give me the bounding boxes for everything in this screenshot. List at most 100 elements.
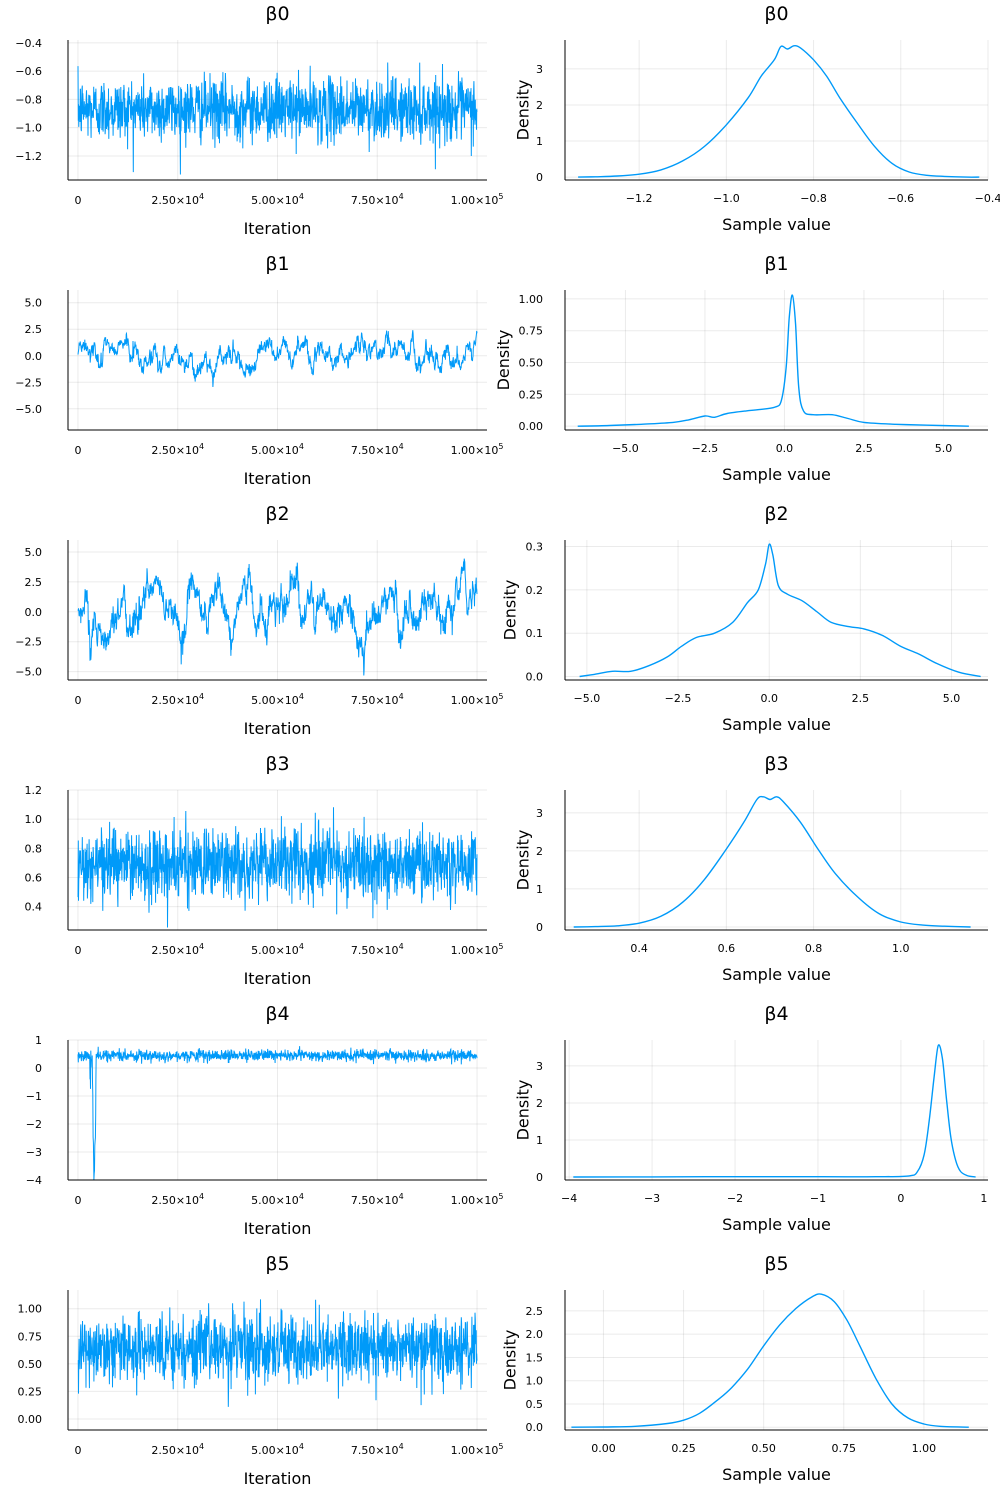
trace-ytick-label: 1.2 (25, 784, 43, 797)
trace-ytick-label: 0.50 (18, 1358, 43, 1371)
trace-ytick-label: −4 (26, 1174, 42, 1187)
trace-xtick-label: 2.50×104 (151, 1192, 204, 1207)
trace-title: β0 (265, 3, 289, 25)
trace-xtick-label: 5.00×104 (251, 1192, 304, 1207)
density-curve (577, 294, 969, 427)
density-ytick-label: 1.0 (526, 1375, 544, 1388)
trace-ytick-label: 2.5 (25, 576, 43, 589)
density-title: β1 (764, 253, 788, 275)
density-ytick-label: 0.3 (526, 541, 544, 554)
density-ytick-label: 2 (536, 1097, 543, 1110)
density-ytick-label: 0.2 (526, 584, 544, 597)
density-ytick-label: 2.5 (526, 1305, 544, 1318)
density-xtick-label: 1 (980, 1192, 987, 1205)
density-ytick-label: 0 (536, 921, 543, 934)
trace-xtick-label: 2.50×104 (151, 442, 204, 457)
density-ytick-label: 2 (536, 845, 543, 858)
density-panel-4: β4 −4 −3 −2 −1 0 1 0 1 2 3 Sample value Density (514, 1003, 988, 1234)
trace-ytick-label: 1.0 (25, 813, 43, 826)
trace-ytick-label: 0.75 (18, 1330, 43, 1343)
density-ytick-label: 3 (536, 807, 543, 820)
trace-ytick-label: −5.0 (15, 403, 42, 416)
density-ytick-label: 1.5 (526, 1351, 544, 1364)
density-xtick-label: 5.0 (943, 692, 961, 705)
trace-ytick-label: 0.6 (25, 872, 43, 885)
trace-panel-0: β0 0 2.50×104 5.00×104 7.50×104 1.00×105 −1.2 −… (15, 3, 503, 238)
density-ytick-label: 0.25 (519, 388, 544, 401)
density-xtick-label: 2.5 (852, 692, 870, 705)
density-xlabel: Sample value (722, 215, 831, 234)
density-xtick-label: 1.0 (892, 942, 910, 955)
density-title: β4 (764, 1003, 788, 1025)
density-xlabel: Sample value (722, 465, 831, 484)
density-ytick-label: 0.0 (526, 671, 544, 684)
density-curve (573, 795, 971, 928)
trace-ytick-label: −0.6 (15, 65, 42, 78)
trace-ytick-label: 0.0 (25, 350, 43, 363)
trace-xtick-label: 1.00×105 (451, 442, 504, 457)
density-ytick-label: 0 (536, 1171, 543, 1184)
density-panel-3: β3 0.4 0.6 0.8 1.0 0 1 2 3 Sample value Density (514, 753, 988, 984)
density-ytick-label: 0.5 (526, 1398, 544, 1411)
trace-xtick-label: 7.50×104 (351, 692, 404, 707)
density-xtick-label: 2.5 (855, 442, 873, 455)
density-xtick-label: 0.6 (718, 942, 736, 955)
density-ylabel: Density (501, 1330, 520, 1391)
density-ytick-label: 0 (536, 171, 543, 184)
trace-xtick-label: 0 (74, 194, 81, 207)
trace-title: β5 (265, 1253, 289, 1275)
density-xtick-label: −5.0 (612, 442, 639, 455)
density-ytick-label: 1 (536, 135, 543, 148)
density-ytick-label: 1 (536, 1134, 543, 1147)
density-panel-2: β2 −5.0 −2.5 0.0 2.5 5.0 0.0 0.1 0.2 0.3 Sample va… (501, 503, 988, 734)
trace-ytick-label: −1.2 (15, 150, 42, 163)
trace-xtick-label: 5.00×104 (251, 692, 304, 707)
trace-xlabel: Iteration (244, 969, 312, 988)
density-panel-1: β1 −5.0 −2.5 0.0 2.5 5.0 0.00 0.25 0.50 0.75 1.00 S… (494, 253, 988, 484)
trace-panel-2: β2 0 2.50×104 5.00×104 7.50×104 1.00×105 −5.0 −… (15, 503, 503, 738)
density-ytick-label: 2 (536, 99, 543, 112)
trace-ytick-label: 0 (35, 1062, 42, 1075)
trace-xtick-label: 7.50×104 (351, 1192, 404, 1207)
trace-xtick-label: 0 (74, 444, 81, 457)
trace-ytick-label: 0.8 (25, 842, 43, 855)
density-ytick-label: 2.0 (526, 1328, 544, 1341)
density-ylabel: Density (514, 830, 533, 891)
density-ylabel: Density (514, 1080, 533, 1141)
density-xlabel: Sample value (722, 715, 831, 734)
density-ylabel: Density (501, 580, 520, 641)
density-ytick-label: 0.0 (526, 1421, 544, 1434)
trace-series-line (77, 62, 478, 175)
density-panel-5: β5 0.00 0.25 0.50 0.75 1.00 0.0 0.5 1.0 1.5 2.0 2.5… (501, 1253, 988, 1484)
density-curve (578, 45, 980, 178)
density-xtick-label: −5.0 (574, 692, 601, 705)
trace-panel-1: β1 0 2.50×104 5.00×104 7.50×104 1.00×105 −5.0 −… (15, 253, 503, 488)
density-xlabel: Sample value (722, 965, 831, 984)
trace-ytick-label: −2.5 (15, 636, 42, 649)
trace-xtick-label: 2.50×104 (151, 192, 204, 207)
density-xtick-label: 1.00 (912, 1442, 937, 1455)
trace-xtick-label: 7.50×104 (351, 942, 404, 957)
trace-xtick-label: 5.00×104 (251, 1442, 304, 1457)
trace-xtick-label: 0 (74, 1444, 81, 1457)
trace-ytick-label: 2.5 (25, 323, 43, 336)
trace-title: β2 (265, 503, 289, 525)
density-xtick-label: 0.4 (630, 942, 648, 955)
density-ylabel: Density (494, 330, 513, 391)
trace-series-line (77, 330, 478, 388)
trace-panel-5: β5 0 2.50×104 5.00×104 7.50×104 1.00×105 0.00 0… (18, 1253, 504, 1488)
density-xtick-label: −2.5 (665, 692, 692, 705)
density-ytick-label: 0.00 (519, 420, 544, 433)
trace-ytick-label: 5.0 (25, 546, 43, 559)
density-curve (579, 543, 981, 678)
trace-series-line (77, 807, 478, 928)
density-xtick-label: 0.0 (760, 692, 778, 705)
density-ylabel: Density (514, 80, 533, 141)
density-ytick-label: 3 (536, 63, 543, 76)
trace-xtick-label: 2.50×104 (151, 942, 204, 957)
density-xtick-label: 0.00 (591, 1442, 616, 1455)
trace-xtick-label: 1.00×105 (451, 692, 504, 707)
density-xtick-label: 0.0 (776, 442, 794, 455)
trace-xtick-label: 2.50×104 (151, 1442, 204, 1457)
trace-series-line (77, 558, 478, 676)
